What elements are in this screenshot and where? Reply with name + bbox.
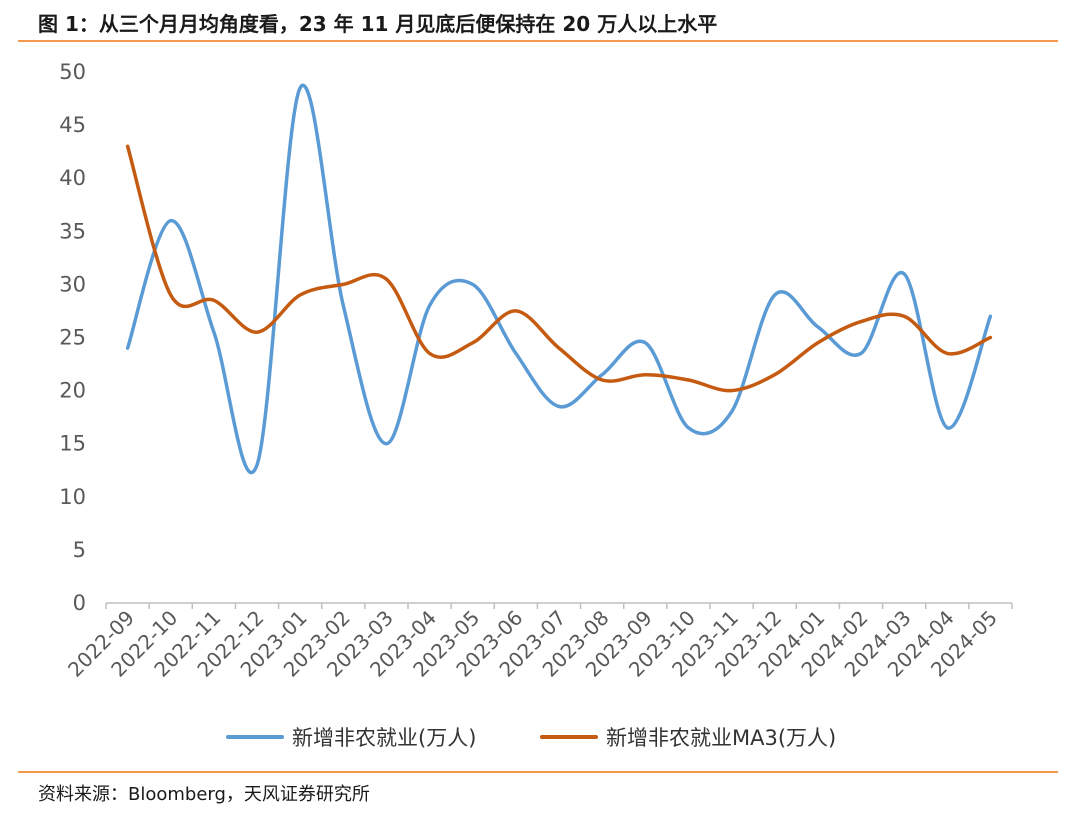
y-tick-label: 30	[59, 272, 86, 296]
title-divider	[18, 40, 1058, 42]
series-line-1	[125, 83, 993, 475]
series-line-2	[125, 144, 993, 393]
y-tick-label: 15	[59, 432, 86, 456]
y-tick-label: 40	[59, 166, 86, 190]
chart-title: 图 1：从三个月月均角度看，23 年 11 月见底后便保持在 20 万人以上水平	[38, 12, 718, 36]
legend-item-series-2: 新增非农就业MA3(万人)	[540, 722, 836, 752]
legend-swatch-series-1	[226, 735, 284, 739]
y-tick-label: 20	[59, 379, 86, 403]
y-tick-label: 5	[73, 538, 86, 562]
legend-label-series-2: 新增非农就业MA3(万人)	[606, 726, 837, 750]
y-tick-label: 35	[59, 219, 86, 243]
y-tick-label: 25	[59, 326, 86, 350]
line-chart: 051015202530354045502022-092022-102022-1…	[59, 60, 1013, 682]
y-tick-label: 45	[59, 113, 86, 137]
y-tick-label: 0	[73, 591, 86, 615]
chart-legend: 新增非农就业(万人) 新增非农就业MA3(万人)	[0, 722, 1080, 752]
y-tick-label: 50	[59, 60, 86, 84]
legend-swatch-series-2	[540, 735, 598, 739]
y-tick-label: 10	[59, 485, 86, 509]
footer-divider	[18, 771, 1058, 773]
source-note: 资料来源：Bloomberg，天风证券研究所	[38, 784, 370, 805]
legend-label-series-1: 新增非农就业(万人)	[292, 726, 477, 750]
legend-item-series-1: 新增非农就业(万人)	[226, 722, 476, 752]
